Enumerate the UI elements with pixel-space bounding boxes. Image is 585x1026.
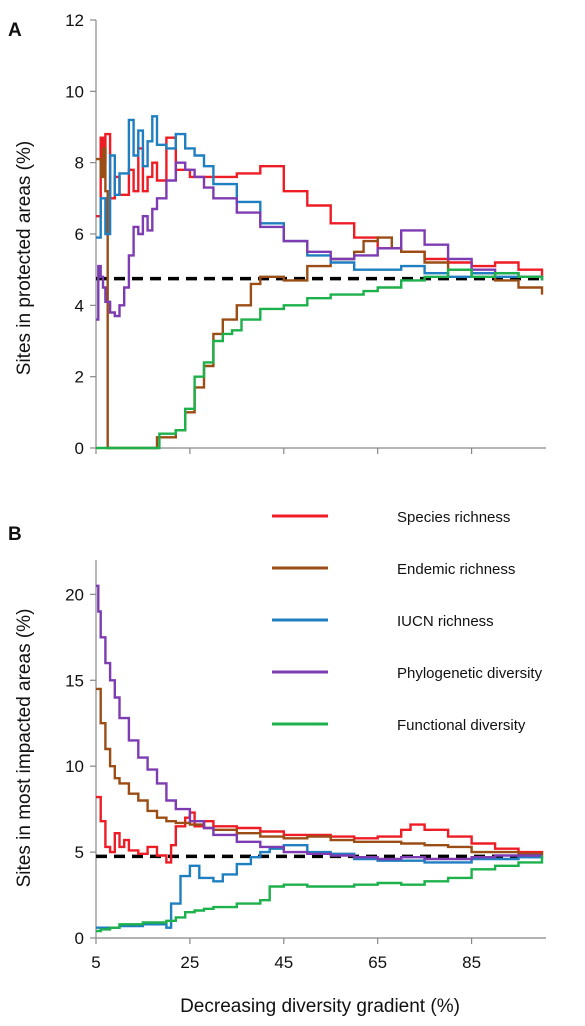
panel-a-y-tick-label: 8 [75,154,84,173]
legend-label-iucn: IUCN richness [397,613,494,630]
panel-a-series [96,115,544,450]
panel-a-y-tick-label: 2 [75,368,84,387]
panel-b-x-tick-label: 45 [274,953,293,972]
panel-b-y-tick-label: 20 [65,585,84,604]
legend: Species richness Endemic richness IUCN ric… [272,509,543,734]
panel-b-ylabel: Sites in most impacted areas (%) [14,609,35,888]
panel-b-series-species [96,795,544,864]
panel-a: A Sites in protected areas (%) 0 2 4 6 8 10 12 [8,11,546,458]
panel-b-x-tick-label: 25 [180,953,199,972]
panel-b-y-tick-label: 5 [75,843,84,862]
panel-b-series-func [96,855,544,933]
panel-b-label: B [8,524,22,545]
panel-a-series-func [96,268,544,450]
panel-a-ylabel: Sites in protected areas (%) [14,141,35,375]
panel-b-y-tick-label: 0 [75,929,84,948]
panel-b-x-tick-label: 5 [91,953,100,972]
legend-label-func: Functional diversity [397,717,526,734]
panel-a-y-tick-label: 10 [65,82,84,101]
panel-b-y-tick-label: 10 [65,757,84,776]
panel-a-y-tick-label: 0 [75,439,84,458]
panel-b-x-tick-label: 65 [368,953,387,972]
panel-b-series-endemic [96,687,544,856]
panel-a-y-tick-label: 12 [65,11,84,30]
panel-a-y-tick-label: 6 [75,225,84,244]
panel-b-series-phylo [96,584,542,861]
panel-b-x-tick-label: 85 [462,953,481,972]
legend-label-phylo: Phylogenetic diversity [397,665,543,682]
panel-a-y-tick-label: 4 [75,296,84,315]
panel-b-series-iucn [96,844,544,929]
legend-label-endemic: Endemic richness [397,561,515,578]
legend-label-species: Species richness [397,509,510,526]
panel-b-xlabel: Decreasing diversity gradient (%) [180,996,460,1017]
panel-b-y-tick-label: 15 [65,671,84,690]
panel-b: B Sites in most impacted areas (%) Decre… [8,524,546,1017]
panel-a-label: A [8,20,22,41]
panel-b-series [96,584,544,933]
panel-a-series-phylo [96,161,544,321]
panel-a-series-iucn [96,115,544,281]
panel-a-axes: 0 2 4 6 8 10 12 [65,11,546,458]
